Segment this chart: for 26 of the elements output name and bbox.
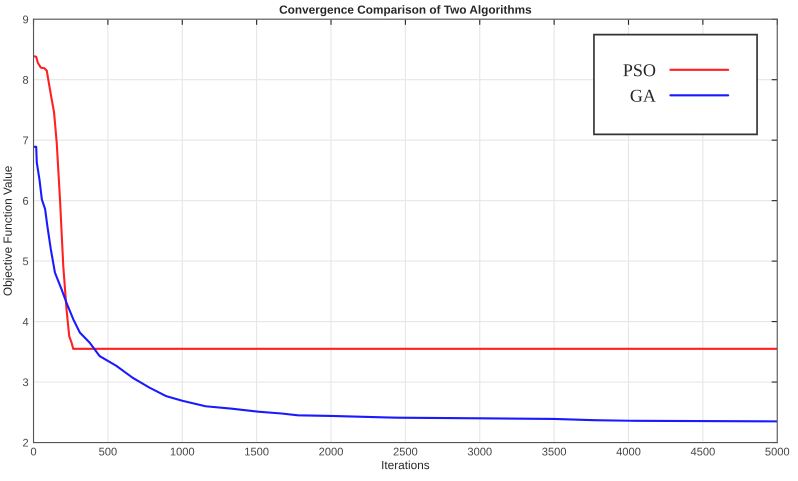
y-tick-label: 9: [22, 16, 28, 24]
x-tick-label: 1000: [170, 448, 194, 456]
x-tick-label: 1500: [245, 448, 269, 456]
y-tick-label: 2: [23, 438, 28, 447]
x-tick-label: 3500: [542, 448, 566, 456]
y-tick-label: 7: [23, 136, 28, 144]
y-tick-label: 8: [22, 76, 28, 84]
x-tick-label: 3000: [468, 448, 492, 456]
x-tick-label: 2500: [394, 448, 418, 456]
y-tick-label: 6: [23, 196, 28, 205]
legend-label: GA: [630, 90, 656, 102]
y-tick-label: 5: [22, 257, 28, 266]
x-tick-label: 4500: [690, 448, 715, 456]
x-tick-label: 0: [30, 448, 36, 456]
x-tick-label: 2000: [319, 448, 343, 456]
legend-label: PSO: [623, 64, 656, 76]
y-tick-label: 4: [22, 318, 28, 326]
line-series: [34, 146, 778, 422]
chart-title: Convergence Comparison of Two Algorithms: [280, 5, 532, 16]
x-tick-label: 5000: [765, 448, 790, 456]
x-axis-title: Iterations: [382, 460, 430, 470]
y-axis-title: Objective Function Value: [3, 166, 14, 296]
x-tick-label: 500: [99, 448, 117, 456]
y-tick-label: 3: [22, 378, 28, 386]
line-series: [34, 55, 778, 350]
x-tick-label: 4000: [616, 448, 640, 456]
